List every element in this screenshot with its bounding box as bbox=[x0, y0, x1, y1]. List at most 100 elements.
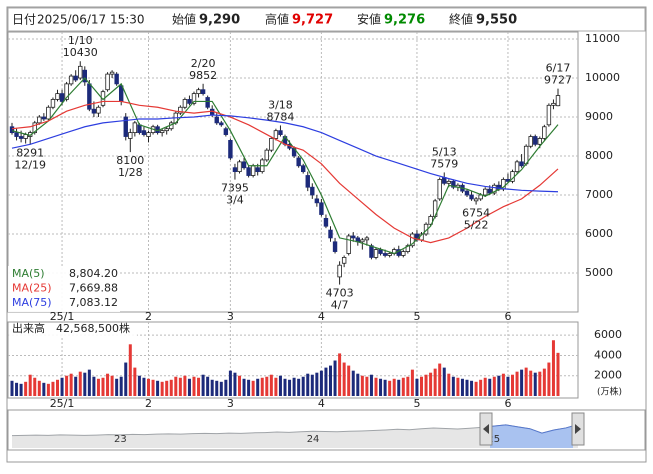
volume-bar bbox=[501, 373, 505, 396]
candle-body bbox=[469, 194, 474, 200]
volume-bar bbox=[256, 378, 260, 396]
candle-body bbox=[369, 245, 374, 258]
annotation-date: 3/4 bbox=[226, 194, 244, 207]
volume-bar bbox=[556, 352, 560, 396]
y-tick-label: 10000 bbox=[585, 71, 620, 84]
volume-bar bbox=[92, 376, 96, 396]
candle-body bbox=[264, 149, 269, 161]
candle-body bbox=[114, 73, 119, 85]
volume-bar bbox=[19, 383, 23, 396]
volume-bar bbox=[110, 375, 114, 396]
volume-bar bbox=[151, 379, 155, 396]
candle-body bbox=[478, 194, 483, 200]
annotation-date: 1/28 bbox=[118, 166, 143, 179]
volume-bar bbox=[69, 373, 73, 396]
volume-bar bbox=[133, 367, 137, 396]
volume-bar bbox=[28, 374, 32, 396]
annotation-price: 8784 bbox=[266, 110, 294, 123]
volume-bar bbox=[269, 374, 273, 396]
volume-bar bbox=[347, 365, 351, 396]
volume-bar bbox=[260, 377, 264, 396]
date-label: 日付 bbox=[12, 13, 36, 27]
x-tick-label: 4 bbox=[318, 397, 325, 410]
volume-bar bbox=[333, 360, 337, 396]
volume-bar bbox=[479, 379, 483, 396]
low-label: 安値 bbox=[357, 12, 381, 27]
legend-box bbox=[8, 266, 120, 312]
volume-bar bbox=[238, 375, 241, 396]
volume-bar bbox=[329, 365, 332, 396]
volume-bar bbox=[83, 372, 87, 396]
volume-bar bbox=[324, 367, 328, 396]
volume-bar bbox=[488, 378, 492, 396]
candle-body bbox=[132, 122, 138, 134]
volume-bar bbox=[338, 353, 342, 396]
volume-bar bbox=[433, 368, 437, 396]
volume-bar bbox=[247, 379, 251, 396]
annotation-date: 5/22 bbox=[464, 219, 489, 232]
volume-bar bbox=[415, 378, 419, 396]
volume-bar bbox=[137, 375, 141, 396]
volume-bar bbox=[165, 380, 169, 396]
volume-bar bbox=[542, 368, 546, 396]
candle-body bbox=[246, 167, 251, 176]
candle-body bbox=[223, 128, 229, 135]
volume-bar bbox=[215, 380, 219, 396]
candle-body bbox=[159, 130, 165, 134]
volume-bar bbox=[197, 377, 201, 396]
volume-bar bbox=[224, 379, 228, 396]
legend-name: MA(5) bbox=[12, 267, 45, 280]
annotation-date: 4/7 bbox=[331, 299, 349, 312]
volume-bar bbox=[142, 377, 146, 396]
volume-bar bbox=[119, 376, 123, 396]
volume-bar bbox=[429, 372, 433, 396]
volume-bar bbox=[310, 374, 314, 396]
volume-bar bbox=[174, 376, 178, 396]
nav-arrow-right bbox=[575, 424, 581, 434]
volume-bar bbox=[178, 377, 182, 396]
candle-body bbox=[319, 202, 324, 215]
candle-body bbox=[351, 235, 356, 239]
candle-body bbox=[50, 99, 56, 108]
volume-bar bbox=[219, 381, 223, 396]
legend-value: 7,669.88 bbox=[69, 282, 118, 295]
volume-bar bbox=[78, 371, 82, 396]
candle-body bbox=[378, 249, 383, 254]
candle-body bbox=[528, 136, 533, 147]
annotation-date: 3/18 bbox=[268, 98, 293, 111]
candle-body bbox=[237, 161, 242, 173]
price-panel bbox=[7, 31, 579, 313]
volume-bar bbox=[360, 375, 364, 396]
volume-panel bbox=[7, 321, 579, 399]
nav-arrow-left bbox=[483, 424, 489, 434]
volume-bar bbox=[15, 382, 19, 396]
volume-bar bbox=[456, 377, 460, 396]
candle-body bbox=[196, 89, 201, 95]
candle-body bbox=[146, 132, 151, 137]
volume-bar bbox=[147, 378, 150, 396]
volume-bar bbox=[442, 367, 446, 396]
candle-body bbox=[373, 249, 379, 258]
candle-body bbox=[14, 132, 19, 137]
annotation-price: 8291 bbox=[16, 147, 44, 160]
candle-body bbox=[164, 128, 169, 132]
candle-body bbox=[428, 216, 433, 225]
y-tick-label: 9000 bbox=[585, 110, 613, 123]
candle-body bbox=[533, 136, 538, 145]
candle-body bbox=[519, 161, 524, 167]
candle-body bbox=[305, 175, 310, 188]
volume-bar bbox=[492, 376, 496, 396]
volume-bar bbox=[96, 378, 100, 396]
candle-body bbox=[123, 116, 128, 137]
volume-bar bbox=[274, 377, 278, 396]
candle-body bbox=[314, 198, 320, 204]
volume-bar bbox=[56, 379, 59, 396]
candle-body bbox=[191, 93, 197, 104]
volume-bar bbox=[24, 381, 28, 396]
annotation-price: 9852 bbox=[189, 69, 217, 82]
volume-bar bbox=[524, 367, 528, 396]
volume-bar bbox=[192, 376, 196, 396]
annotation-date: 6/17 bbox=[546, 62, 571, 75]
y-tick-label: 2000 bbox=[594, 369, 622, 382]
volume-bar bbox=[538, 371, 542, 396]
